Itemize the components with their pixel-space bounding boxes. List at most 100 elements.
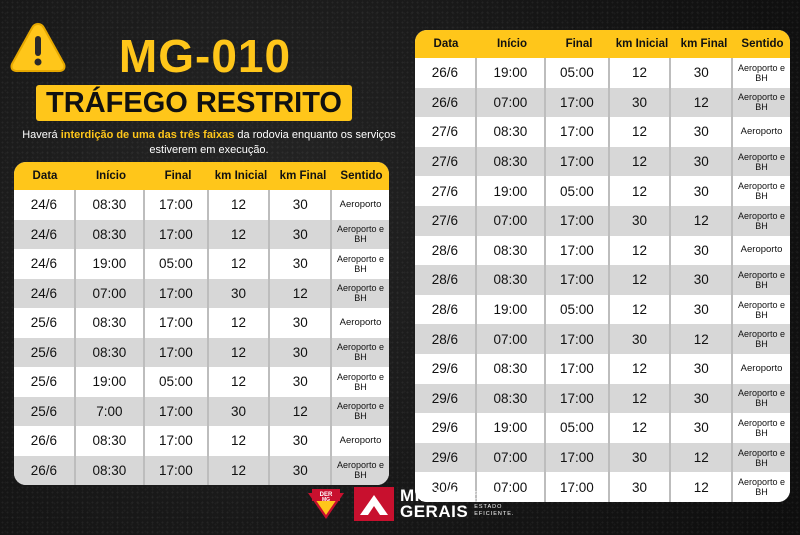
table-cell: 12 xyxy=(270,278,333,308)
traffic-banner: TRÁFEGO RESTRITO xyxy=(36,85,352,121)
slogan-line: EFICIENTE. xyxy=(474,510,515,517)
table-cell: 17:00 xyxy=(546,117,610,147)
column-header: Final xyxy=(164,170,192,182)
der-state-label: MG xyxy=(322,497,330,503)
table-cell: 30 xyxy=(270,308,333,338)
table-body: 26/6 19:00 05:00 12 30 Aeroporto e BH 26/6 07:0… xyxy=(415,58,790,502)
table-cell: 30 xyxy=(209,396,271,426)
table-cell: Aeroporto xyxy=(339,316,382,328)
table-cell: 26/6 xyxy=(415,87,477,118)
table-row: 25/6 08:30 17:00 12 30 Aeroporto e BH xyxy=(14,337,389,367)
table-cell: 12 xyxy=(610,58,672,88)
table-cell: 08:30 xyxy=(76,190,146,220)
table-cell: 25/6 xyxy=(14,308,76,338)
table-cell: 08:30 xyxy=(477,235,547,266)
table-cell: 12 xyxy=(610,176,672,206)
column-header: Início xyxy=(95,170,127,182)
der-label: DER xyxy=(320,492,333,498)
table-header: Data Início Final km Inicial km Final Sentido xyxy=(415,30,790,58)
table-cell: Aeroporto e BH xyxy=(738,417,786,438)
table-cell: 05:00 xyxy=(546,58,610,88)
table-cell: 12 xyxy=(209,190,271,220)
table-cell: Aeroporto xyxy=(740,362,783,374)
table-cell: 12 xyxy=(610,413,672,443)
table-cell: Aeroporto e BH xyxy=(738,477,786,498)
table-row: 29/6 08:30 17:00 12 30 Aeroporto xyxy=(415,353,790,384)
table-cell: 17:00 xyxy=(546,353,610,384)
table-cell: 25/6 xyxy=(14,337,76,367)
table-cell: 30 xyxy=(270,337,333,367)
table-cell: 30 xyxy=(671,117,734,147)
table-cell: 27/6 xyxy=(415,176,477,206)
table-cell: 24/6 xyxy=(14,278,76,308)
table-cell: Aeroporto e BH xyxy=(337,283,385,304)
minas-gerais-mark xyxy=(354,487,394,521)
table-cell: 07:00 xyxy=(477,442,547,473)
table-cell: 17:00 xyxy=(145,278,209,308)
table-cell: 30 xyxy=(671,146,734,177)
table-cell: 12 xyxy=(209,308,271,338)
table-row: 26/6 08:30 17:00 12 30 Aeroporto e BH xyxy=(14,455,389,485)
table-cell: Aeroporto e BH xyxy=(738,181,786,202)
description-highlight: interdição de uma das três faixas xyxy=(60,129,235,141)
table-cell: 7:00 xyxy=(76,396,146,426)
table-cell: 28/6 xyxy=(415,235,477,266)
column-header: km Inicial xyxy=(214,170,268,182)
table-cell: 08:30 xyxy=(477,146,547,177)
government-slogan: GOVERNO DIFERENTE. ESTADO EFICIENTE. xyxy=(474,491,517,517)
table-cell: 12 xyxy=(671,87,734,118)
table-cell: 30 xyxy=(671,58,734,88)
table-cell: 12 xyxy=(671,205,734,236)
table-cell: 17:00 xyxy=(546,235,610,266)
slogan-line: DIFERENTE. xyxy=(474,497,517,504)
table-cell: 08:30 xyxy=(477,353,547,384)
table-row: 26/6 07:00 17:00 30 12 Aeroporto e BH xyxy=(415,87,790,118)
table-cell: Aeroporto e BH xyxy=(738,447,786,468)
table-cell: 30 xyxy=(671,176,734,206)
table-cell: 28/6 xyxy=(415,324,477,354)
table-cell: 27/6 xyxy=(415,117,477,147)
table-cell: 30 xyxy=(270,426,333,456)
table-cell: 27/6 xyxy=(415,146,477,177)
table-row: 29/6 19:00 05:00 12 30 Aeroporto e BH xyxy=(415,413,790,443)
der-mg-logo: DER MG xyxy=(308,489,344,519)
mg-line1: MINAS xyxy=(400,486,458,505)
table-cell: 27/6 xyxy=(415,205,477,236)
table-cell: Aeroporto e BH xyxy=(738,210,786,231)
table-cell: Aeroporto e BH xyxy=(337,342,385,363)
table-cell: 30 xyxy=(270,219,333,249)
table-cell: 05:00 xyxy=(145,367,209,397)
table-cell: 29/6 xyxy=(415,383,477,414)
table-row: 25/6 7:00 17:00 30 12 Aeroporto e BH xyxy=(14,396,389,426)
table-cell: 17:00 xyxy=(546,146,610,177)
table-cell: 17:00 xyxy=(145,219,209,249)
table-row: 27/6 08:30 17:00 12 30 Aeroporto xyxy=(415,117,790,147)
table-cell: 12 xyxy=(610,383,672,414)
table-cell: Aeroporto e BH xyxy=(738,62,786,83)
column-header: Sentido xyxy=(340,170,383,182)
table-cell: 08:30 xyxy=(76,426,146,456)
slogan-line: GOVERNO xyxy=(474,491,510,497)
table-cell: 17:00 xyxy=(546,324,610,354)
table-cell: 30 xyxy=(270,367,333,397)
table-cell: Aeroporto e BH xyxy=(337,253,385,274)
table-row: 29/6 08:30 17:00 12 30 Aeroporto e BH xyxy=(415,383,790,414)
table-cell: 12 xyxy=(209,426,271,456)
table-row: 28/6 08:30 17:00 12 30 Aeroporto e BH xyxy=(415,265,790,295)
description: Haverá interdição de uma das três faixas… xyxy=(14,128,404,158)
table-cell: 05:00 xyxy=(546,413,610,443)
table-header: Data Início Final km Inicial km Final Sentido xyxy=(14,162,389,190)
table-cell: 17:00 xyxy=(145,455,209,485)
table-cell: 17:00 xyxy=(546,87,610,118)
table-cell: 17:00 xyxy=(145,396,209,426)
table-cell: 12 xyxy=(209,249,271,279)
table-cell: 07:00 xyxy=(76,278,146,308)
table-row: 26/6 19:00 05:00 12 30 Aeroporto e BH xyxy=(415,58,790,88)
table-cell: 07:00 xyxy=(477,324,547,354)
table-cell: 05:00 xyxy=(145,249,209,279)
table-cell: 30 xyxy=(671,235,734,266)
table-row: 24/6 08:30 17:00 12 30 Aeroporto e BH xyxy=(14,219,389,249)
table-cell: 17:00 xyxy=(546,472,610,502)
table-cell: 28/6 xyxy=(415,265,477,295)
table-cell: 30 xyxy=(610,205,672,236)
